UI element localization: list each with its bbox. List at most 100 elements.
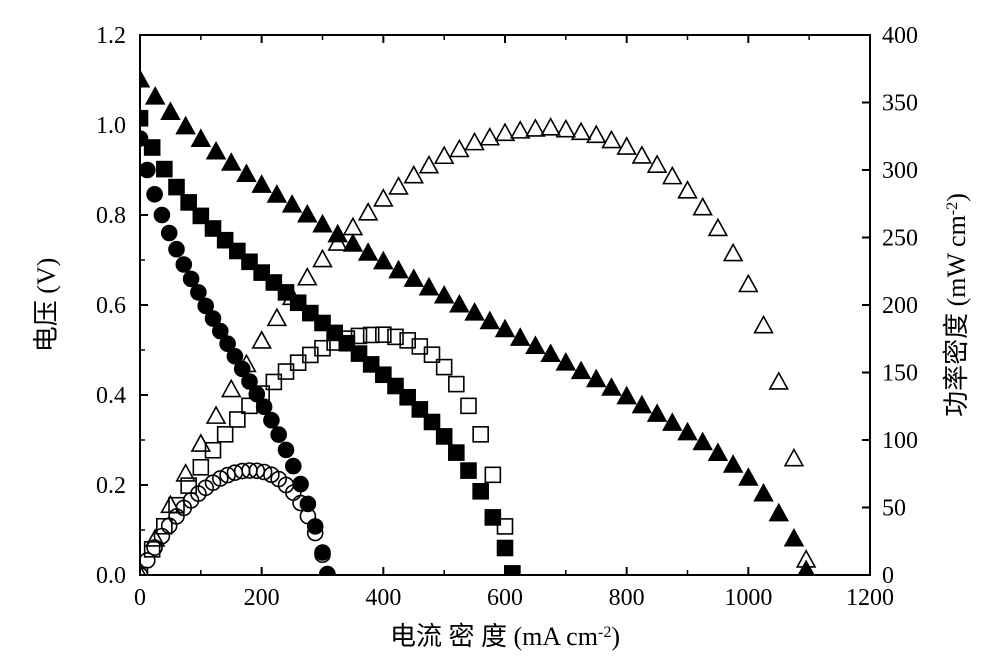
yl-tick-label: 0.6 — [96, 293, 126, 319]
y-left-axis-title: 电压 (V) — [32, 258, 61, 353]
marker-circle-filled — [286, 459, 301, 474]
marker-triangle-open — [633, 147, 651, 163]
marker-square-filled — [473, 484, 488, 499]
marker-triangle-open — [770, 373, 788, 389]
marker-circle-filled — [162, 226, 177, 241]
marker-square-filled — [461, 463, 476, 478]
marker-triangle-filled — [450, 296, 468, 312]
marker-triangle-open — [542, 119, 560, 135]
marker-triangle-filled — [694, 433, 712, 449]
marker-triangle-filled — [724, 456, 742, 472]
marker-triangle-filled — [359, 244, 377, 260]
series-voltage-circle-filled — [133, 131, 335, 582]
marker-triangle-filled — [785, 530, 803, 546]
marker-triangle-open — [603, 131, 621, 147]
marker-triangle-open — [298, 269, 316, 285]
marker-triangle-open — [222, 380, 240, 396]
marker-triangle-filled — [268, 186, 286, 202]
y-right-axis-title: 功率密度 (mW cm-2) — [942, 193, 971, 417]
marker-square-open — [230, 412, 245, 427]
marker-triangle-open — [785, 450, 803, 466]
marker-circle-filled — [154, 208, 169, 223]
marker-circle-filled — [169, 242, 184, 257]
marker-triangle-filled — [755, 485, 773, 501]
marker-triangle-open — [709, 219, 727, 235]
marker-triangle-open — [481, 129, 499, 145]
marker-triangle-filled — [298, 206, 316, 222]
yr-tick-label: 350 — [882, 91, 918, 117]
marker-square-open — [193, 460, 208, 475]
marker-triangle-open — [755, 317, 773, 333]
marker-circle-filled — [176, 257, 191, 272]
yl-tick-label: 0.2 — [96, 473, 126, 499]
marker-triangle-filled — [390, 261, 408, 277]
marker-triangle-filled — [283, 196, 301, 212]
marker-triangle-open — [374, 190, 392, 206]
yr-tick-label: 0 — [882, 563, 894, 589]
x-tick-label: 200 — [244, 585, 280, 611]
marker-square-open — [449, 377, 464, 392]
marker-square-filled — [169, 180, 184, 195]
marker-triangle-filled — [146, 88, 164, 104]
marker-triangle-filled — [314, 216, 332, 232]
marker-triangle-open — [618, 138, 636, 154]
marker-triangle-open — [344, 218, 362, 234]
marker-square-open — [206, 443, 221, 458]
yl-tick-label: 0.4 — [96, 383, 126, 409]
yr-tick-label: 400 — [882, 23, 918, 49]
marker-triangle-filled — [253, 176, 271, 192]
yr-tick-label: 200 — [882, 293, 918, 319]
yl-tick-label: 1.0 — [96, 113, 126, 139]
marker-triangle-open — [253, 332, 271, 348]
marker-triangle-open — [724, 244, 742, 260]
marker-square-open — [461, 398, 476, 413]
x-tick-label: 1000 — [724, 585, 772, 611]
marker-circle-filled — [279, 442, 294, 457]
x-axis-title: 电流 密 度 (mA cm-2) — [390, 622, 620, 651]
marker-circle-filled — [308, 519, 323, 534]
marker-triangle-open — [405, 167, 423, 183]
marker-square-open — [473, 427, 488, 442]
marker-circle-filled — [133, 131, 148, 146]
marker-triangle-filled — [222, 154, 240, 170]
yl-tick-label: 0.8 — [96, 203, 126, 229]
x-tick-label: 600 — [487, 585, 523, 611]
marker-square-open — [218, 427, 233, 442]
marker-square-filled — [157, 162, 172, 177]
marker-circle-filled — [264, 413, 279, 428]
x-tick-label: 800 — [609, 585, 645, 611]
yr-tick-label: 150 — [882, 361, 918, 387]
marker-circle-open — [162, 518, 177, 533]
marker-triangle-open — [314, 250, 332, 266]
marker-triangle-open — [663, 168, 681, 184]
marker-triangle-filled — [770, 504, 788, 520]
x-tick-label: 0 — [134, 585, 146, 611]
marker-circle-filled — [140, 163, 155, 178]
marker-square-filled — [449, 445, 464, 460]
x-tick-label: 400 — [365, 585, 401, 611]
yr-tick-label: 100 — [882, 428, 918, 454]
marker-triangle-filled — [633, 396, 651, 412]
marker-triangle-filled — [709, 444, 727, 460]
marker-circle-filled — [184, 271, 199, 286]
marker-triangle-filled — [131, 71, 149, 87]
marker-square-filled — [505, 567, 520, 582]
marker-triangle-filled — [679, 423, 697, 439]
marker-triangle-open — [648, 156, 666, 172]
marker-triangle-filled — [162, 103, 180, 119]
marker-square-filled — [498, 541, 513, 556]
marker-square-open — [485, 467, 500, 482]
series-voltage-triangle-filled — [131, 71, 815, 578]
marker-square-filled — [425, 415, 440, 430]
marker-triangle-open — [694, 199, 712, 215]
marker-circle-filled — [271, 427, 286, 442]
marker-triangle-filled — [238, 165, 256, 181]
marker-triangle-open — [268, 309, 286, 325]
marker-triangle-open — [390, 178, 408, 194]
yr-tick-label: 300 — [882, 158, 918, 184]
marker-circle-filled — [147, 187, 162, 202]
marker-circle-filled — [191, 285, 206, 300]
marker-square-filled — [437, 429, 452, 444]
marker-triangle-open — [207, 407, 225, 423]
yr-tick-label: 50 — [882, 496, 906, 522]
